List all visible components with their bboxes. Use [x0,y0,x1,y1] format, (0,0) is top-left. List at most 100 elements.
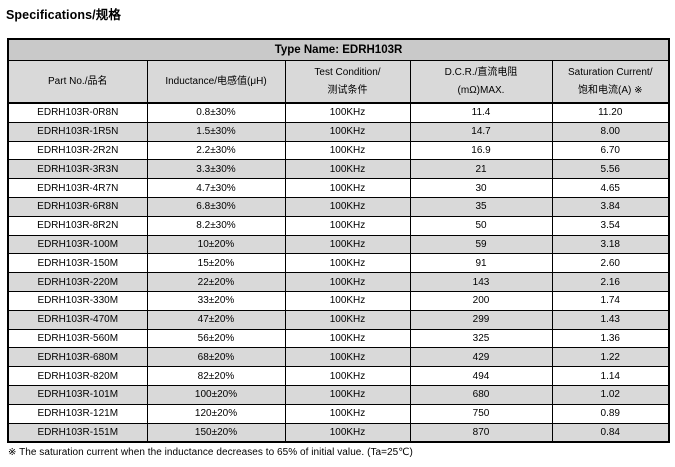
test-condition-cell: 100KHz [284,178,411,198]
test-condition-cell: 100KHz [284,102,411,123]
col-header-sat-line: 饱和电流(A) ※ [578,84,643,96]
table-row: EDRH103R-6R8N 6.8±30% 100KHz 35 3.84 [7,196,670,217]
saturation-cell: 8.00 [551,121,670,142]
saturation-cell: 4.65 [551,178,670,198]
dcr-cell: 870 [409,422,553,443]
part-no-cell: EDRH103R-2R2N [7,140,148,161]
inductance-cell: 0.8±30% [146,102,286,123]
table-row: EDRH103R-2R2N 2.2±30% 100KHz 16.9 6.70 [7,140,670,161]
inductance-cell: 1.5±30% [146,121,286,142]
inductance-cell: 15±20% [146,253,286,274]
inductance-cell: 8.2±30% [146,215,286,236]
test-condition-cell: 100KHz [284,159,411,180]
table-row: EDRH103R-3R3N 3.3±30% 100KHz 21 5.56 [7,159,670,180]
part-no-cell: EDRH103R-820M [7,366,148,386]
test-condition-cell: 100KHz [284,347,411,368]
inductance-cell: 4.7±30% [146,178,286,198]
dcr-cell: 50 [409,215,553,236]
inductance-cell: 68±20% [146,347,286,368]
inductance-cell: 100±20% [146,384,286,405]
dcr-cell: 16.9 [409,140,553,161]
test-condition-cell: 100KHz [284,366,411,386]
dcr-cell: 11.4 [409,102,553,123]
test-condition-cell: 100KHz [284,140,411,161]
part-no-cell: EDRH103R-680M [7,347,148,368]
test-condition-cell: 100KHz [284,384,411,405]
table-row: EDRH103R-820M 82±20% 100KHz 494 1.14 [7,366,670,386]
inductance-cell: 2.2±30% [146,140,286,161]
saturation-cell: 3.84 [551,196,670,217]
table-row: EDRH103R-0R8N 0.8±30% 100KHz 11.4 11.20 [7,102,670,123]
test-condition-cell: 100KHz [284,309,411,330]
inductance-cell: 120±20% [146,403,286,424]
saturation-cell: 0.89 [551,403,670,424]
dcr-cell: 325 [409,328,553,349]
dcr-cell: 30 [409,178,553,198]
table-row: EDRH103R-100M 10±20% 100KHz 59 3.18 [7,234,670,255]
col-header-part-line: Part No./品名 [48,75,108,87]
saturation-cell: 2.16 [551,272,670,292]
table-row: EDRH103R-101M 100±20% 100KHz 680 1.02 [7,384,670,405]
col-header-dcr-line: D.C.R./直流电阻 [444,66,518,78]
spec-table: Type Name: EDRH103R Part No./品名 Inductanc… [7,38,670,444]
col-header-test-line: Test Condition/ [314,66,381,78]
saturation-cell: 1.74 [551,290,670,311]
part-no-cell: EDRH103R-100M [7,234,148,255]
dcr-cell: 35 [409,196,553,217]
spec-table-body: EDRH103R-0R8N 0.8±30% 100KHz 11.4 11.20 … [7,102,670,443]
table-row: EDRH103R-220M 22±20% 100KHz 143 2.16 [7,272,670,292]
saturation-cell: 1.43 [551,309,670,330]
table-row: EDRH103R-680M 68±20% 100KHz 429 1.22 [7,347,670,368]
saturation-cell: 3.54 [551,215,670,236]
inductance-cell: 56±20% [146,328,286,349]
col-header-sat-line: Saturation Current/ [568,66,653,78]
dcr-cell: 494 [409,366,553,386]
table-row: EDRH103R-8R2N 8.2±30% 100KHz 50 3.54 [7,215,670,236]
part-no-cell: EDRH103R-560M [7,328,148,349]
test-condition-cell: 100KHz [284,290,411,311]
inductance-cell: 82±20% [146,366,286,386]
saturation-cell: 11.20 [551,102,670,123]
table-row: EDRH103R-470M 47±20% 100KHz 299 1.43 [7,309,670,330]
table-row: EDRH103R-560M 56±20% 100KHz 325 1.36 [7,328,670,349]
dcr-cell: 59 [409,234,553,255]
inductance-cell: 6.8±30% [146,196,286,217]
inductance-cell: 33±20% [146,290,286,311]
footnote: ※ The saturation current when the induct… [8,447,413,458]
col-header-inductance: Inductance/电感值(μH) [146,60,286,104]
dcr-cell: 750 [409,403,553,424]
saturation-cell: 6.70 [551,140,670,161]
part-no-cell: EDRH103R-4R7N [7,178,148,198]
table-type-name: Type Name: EDRH103R [7,38,670,61]
col-header-sat: Saturation Current/饱和电流(A) ※ [551,60,670,104]
saturation-cell: 5.56 [551,159,670,180]
saturation-cell: 1.36 [551,328,670,349]
test-condition-cell: 100KHz [284,121,411,142]
test-condition-cell: 100KHz [284,234,411,255]
saturation-cell: 1.02 [551,384,670,405]
table-row: EDRH103R-330M 33±20% 100KHz 200 1.74 [7,290,670,311]
part-no-cell: EDRH103R-470M [7,309,148,330]
part-no-cell: EDRH103R-8R2N [7,215,148,236]
saturation-cell: 3.18 [551,234,670,255]
col-header-dcr-line: (mΩ)MAX. [457,84,505,96]
part-no-cell: EDRH103R-150M [7,253,148,274]
test-condition-cell: 100KHz [284,253,411,274]
table-row: EDRH103R-150M 15±20% 100KHz 91 2.60 [7,253,670,274]
dcr-cell: 200 [409,290,553,311]
part-no-cell: EDRH103R-121M [7,403,148,424]
col-header-test: Test Condition/测试条件 [284,60,411,104]
col-header-test-line: 测试条件 [327,84,368,96]
test-condition-cell: 100KHz [284,196,411,217]
test-condition-cell: 100KHz [284,403,411,424]
dcr-cell: 299 [409,309,553,330]
test-condition-cell: 100KHz [284,328,411,349]
col-header-dcr: D.C.R./直流电阻 (mΩ)MAX. [409,60,553,104]
part-no-cell: EDRH103R-6R8N [7,196,148,217]
type-name-row: Type Name: EDRH103R [7,38,670,61]
col-header-part: Part No./品名 [7,60,148,104]
inductance-cell: 150±20% [146,422,286,443]
test-condition-cell: 100KHz [284,422,411,443]
dcr-cell: 21 [409,159,553,180]
